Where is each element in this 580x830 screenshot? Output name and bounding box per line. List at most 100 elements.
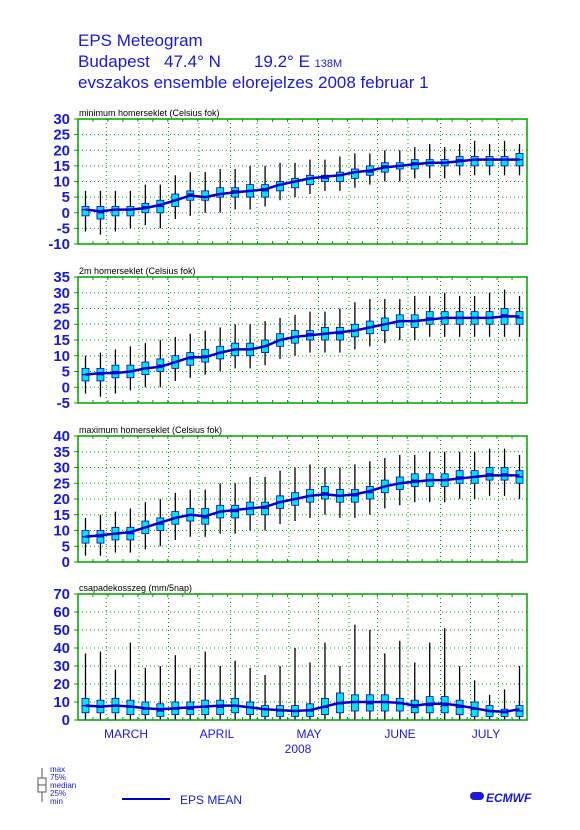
header-location: Budapest 47.4° N 19.2° E 138M (78, 51, 342, 75)
month-label: JULY (472, 727, 500, 741)
box-3 (111, 511, 120, 553)
y-tick-label: 15 (53, 507, 70, 524)
box-6 (156, 340, 165, 388)
box-3 (111, 349, 120, 394)
panel-title: 2m homerseklet (Celsius fok) (79, 266, 196, 276)
box-19 (350, 302, 359, 350)
eps-mean-line (85, 474, 520, 539)
box-29 (500, 689, 509, 720)
y-tick-label: -10 (48, 236, 70, 253)
y-tick-label: 30 (53, 285, 70, 302)
y-tick-label: 35 (53, 269, 70, 286)
box-19 (350, 153, 359, 188)
legend-box-label: 75% (50, 773, 66, 782)
box-29 (500, 140, 509, 176)
box-4 (126, 346, 135, 391)
plot-frame (77, 593, 528, 721)
box-2 (96, 651, 105, 720)
box-11 (231, 660, 240, 720)
y-tick-label: 10 (53, 174, 70, 191)
box-24 (425, 642, 434, 720)
box-15 (291, 648, 299, 720)
box-23 (410, 662, 419, 720)
box-6 (156, 666, 165, 720)
y-tick-label: 10 (53, 523, 70, 540)
box-21 (380, 458, 389, 509)
y-tick-label: 35 (53, 444, 70, 461)
y-tick-label: 20 (53, 676, 70, 693)
box-26 (455, 451, 464, 499)
box-18 (336, 666, 344, 720)
eps-mean-line (85, 700, 520, 714)
box-23 (410, 454, 419, 503)
box-28 (485, 694, 494, 720)
panel-title: minimum homerseklet (Celsius fok) (79, 108, 220, 118)
panel-3: maximum homerseklet (Celsius fok)0510152… (53, 425, 528, 571)
box-27 (470, 140, 479, 176)
y-tick-label: 25 (53, 475, 70, 492)
y-tick-label: 20 (53, 316, 70, 333)
box-16 (306, 464, 314, 518)
box-14 (276, 666, 284, 720)
box-24 (425, 451, 434, 503)
latitude: 47.4° N (164, 52, 221, 71)
legend-box-label: max (50, 765, 65, 774)
box-22 (395, 640, 404, 720)
box-30 (515, 666, 524, 720)
box-19 (350, 624, 359, 720)
box-16 (306, 159, 314, 194)
iqr-box (261, 705, 269, 717)
legend-box-label: min (50, 797, 63, 806)
header-title: EPS Meteogram (78, 31, 203, 50)
box-5 (141, 343, 150, 388)
box-12 (246, 476, 255, 531)
panel-1: minimum homerseklet (Celsius fok) -10-505… (48, 108, 528, 253)
box-28 (485, 448, 494, 496)
box-1 (81, 190, 90, 232)
box-10 (216, 327, 225, 372)
iqr-box (485, 156, 494, 167)
panel-2: 2m homerseklet (Celsius fok) -50510152025… (53, 266, 528, 412)
box-27 (470, 295, 479, 337)
box-9 (201, 172, 210, 213)
box-19 (350, 464, 359, 518)
box-10 (216, 169, 225, 213)
y-tick-label: 50 (53, 622, 70, 639)
box-16 (306, 311, 314, 353)
box-12 (246, 165, 255, 210)
logo-text: ECMWF (486, 791, 532, 805)
box-9 (201, 330, 210, 375)
month-label: APRIL (200, 727, 235, 741)
box-24 (425, 295, 434, 337)
y-tick-label: 30 (53, 460, 70, 477)
y-tick-label: 20 (53, 142, 70, 159)
box-17 (321, 642, 329, 720)
y-tick-label: 5 (62, 189, 70, 206)
box-18 (336, 467, 344, 518)
box-26 (455, 144, 464, 176)
box-22 (395, 299, 404, 340)
y-tick-label: 15 (53, 158, 70, 175)
year-label: 2008 (285, 742, 312, 756)
box-12 (246, 667, 255, 720)
y-tick-label: 25 (53, 301, 70, 318)
box-20 (365, 461, 374, 515)
box-17 (321, 311, 329, 353)
box-11 (231, 169, 240, 210)
box-21 (380, 299, 389, 344)
y-tick-label: 10 (53, 694, 70, 711)
box-17 (321, 467, 329, 515)
month-label: MARCH (104, 727, 148, 741)
box-22 (395, 454, 404, 506)
box-8 (186, 489, 195, 537)
box-13 (261, 476, 269, 531)
iqr-box (81, 206, 90, 217)
y-tick-label: 0 (62, 554, 70, 571)
box-27 (470, 451, 479, 499)
box-25 (440, 628, 449, 720)
box-13 (261, 675, 269, 720)
box-24 (425, 144, 434, 179)
y-tick-label: 60 (53, 604, 70, 621)
box-7 (171, 655, 180, 720)
